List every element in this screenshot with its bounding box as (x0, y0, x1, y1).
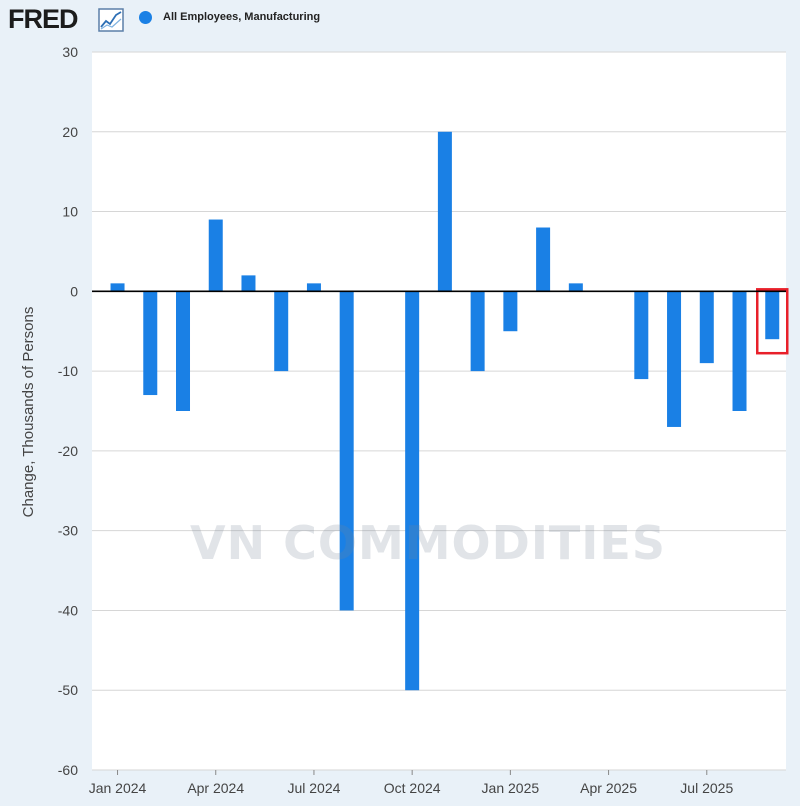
x-tick-label: Jan 2024 (89, 780, 147, 796)
y-tick-label: 0 (70, 283, 78, 299)
y-tick-label: -10 (58, 363, 78, 379)
bar[interactable] (437, 131, 452, 292)
x-tick-label: Jan 2025 (482, 780, 540, 796)
fred-logo[interactable]: FRED (8, 4, 78, 34)
y-tick-label: 30 (62, 44, 78, 60)
bar[interactable] (503, 291, 518, 332)
bar[interactable] (143, 291, 158, 396)
x-tick-label: Apr 2024 (187, 780, 244, 796)
bar-highlighted[interactable] (765, 291, 780, 340)
y-tick-label: -50 (58, 682, 78, 698)
bar[interactable] (634, 291, 649, 380)
bar[interactable] (274, 291, 289, 372)
y-tick-label: 20 (62, 124, 78, 140)
bar[interactable] (568, 283, 583, 292)
bar[interactable] (536, 227, 551, 292)
bar[interactable] (667, 291, 682, 427)
y-axis-ticks: 30 20 10 0 -10 -20 -30 -40 -50 -60 (58, 44, 78, 778)
x-tick-label: Oct 2024 (384, 780, 441, 796)
x-axis-ticks: Jan 2024 Apr 2024 Jul 2024 Oct 2024 Jan 2025… (89, 770, 733, 796)
bar[interactable] (699, 291, 714, 364)
bar[interactable] (110, 283, 125, 292)
x-tick-label: Jul 2025 (680, 780, 733, 796)
bar[interactable] (306, 283, 321, 292)
bar[interactable] (241, 275, 256, 292)
legend-marker (139, 11, 152, 24)
y-axis-label: Change, Thousands of Persons (20, 307, 37, 518)
y-tick-label: -20 (58, 443, 78, 459)
chart-header: FRED All Employees, Manufacturing (0, 0, 800, 40)
watermark-text: VN COMMODITIES (190, 516, 666, 570)
bar[interactable] (470, 291, 485, 372)
bar[interactable] (339, 291, 354, 611)
bar[interactable] (208, 219, 223, 292)
legend-label: All Employees, Manufacturing (163, 11, 321, 23)
bar[interactable] (732, 291, 747, 411)
highlight-box (756, 288, 789, 355)
x-tick-label: Jul 2024 (287, 780, 340, 796)
y-tick-label: -60 (58, 762, 78, 778)
bars (110, 131, 789, 691)
x-tick-label: Apr 2025 (580, 780, 637, 796)
bar[interactable] (176, 291, 191, 411)
graph-icon (98, 8, 124, 32)
bar[interactable] (405, 291, 420, 691)
y-tick-label: -30 (58, 523, 78, 539)
y-tick-label: 10 (62, 204, 78, 220)
y-tick-label: -40 (58, 602, 78, 618)
